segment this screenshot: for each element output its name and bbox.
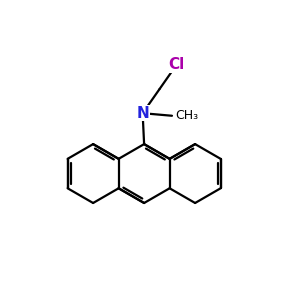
Text: Cl: Cl xyxy=(168,58,184,73)
Text: CH₃: CH₃ xyxy=(176,109,199,122)
Text: N: N xyxy=(136,106,149,121)
